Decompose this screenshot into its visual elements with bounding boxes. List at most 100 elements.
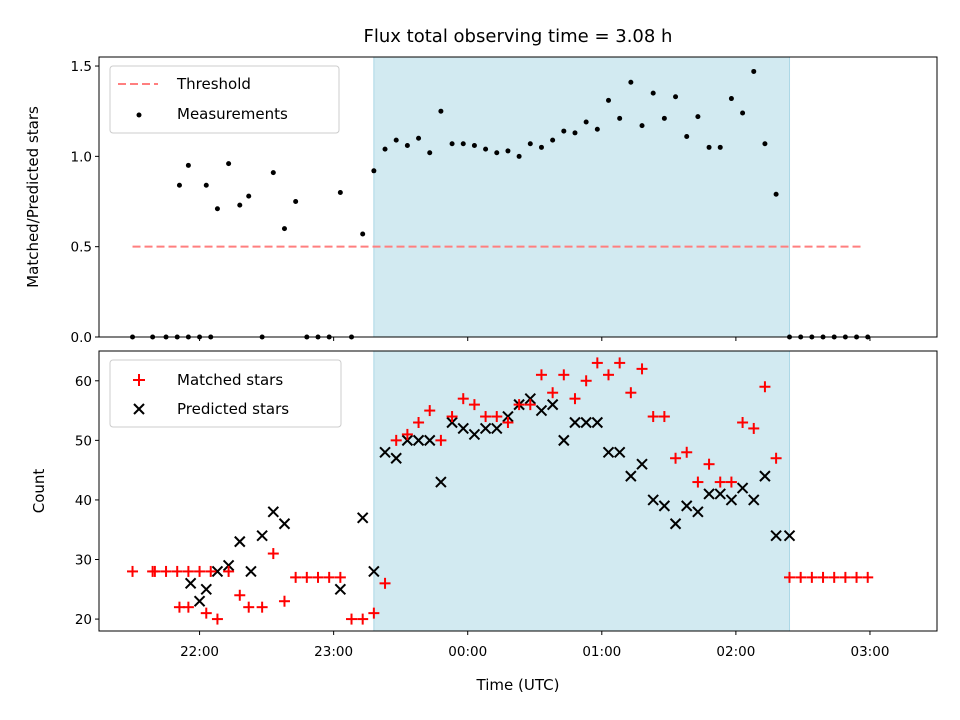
predicted-star-point xyxy=(681,500,693,512)
predicted-star-point xyxy=(535,404,548,417)
x-tick-label: 03:00 xyxy=(851,644,890,660)
matched-star-point xyxy=(243,601,255,613)
measurement-point xyxy=(717,144,723,150)
y-tick-label: 1.5 xyxy=(71,59,92,75)
y-tick-label: 0.5 xyxy=(71,240,92,256)
measurement-point xyxy=(527,141,533,147)
predicted-star-point xyxy=(625,470,637,482)
y-tick-label: 40 xyxy=(75,493,92,509)
predicted-star-point xyxy=(424,434,436,447)
measurement-point xyxy=(360,231,366,237)
predicted-star-point xyxy=(613,446,626,458)
matched-star-point xyxy=(591,357,603,369)
matched-star-point xyxy=(862,571,874,583)
matched-star-point xyxy=(580,375,592,387)
measurement-point xyxy=(550,137,556,143)
top-panel: 0.0 0.5 1.0 1.5 Flux total observing time =… xyxy=(24,26,938,346)
matched-star-point xyxy=(401,428,413,440)
top-legend: Threshold Measurements xyxy=(109,65,340,134)
matched-star-point xyxy=(435,434,447,446)
measurement-point xyxy=(762,141,768,147)
matched-stars-points xyxy=(127,357,874,625)
legend-measurements-label: Measurements xyxy=(177,105,288,123)
predicted-star-point xyxy=(435,476,447,488)
predicted-star-point xyxy=(491,422,503,435)
measurement-point xyxy=(246,193,252,199)
measurement-point xyxy=(639,123,645,129)
predicted-star-point xyxy=(502,410,514,423)
predicted-star-point xyxy=(591,416,604,429)
matched-star-point xyxy=(714,476,726,488)
matched-star-point xyxy=(182,565,194,577)
predicted-star-point xyxy=(234,535,246,548)
measurement-point xyxy=(427,150,433,156)
predicted-star-point xyxy=(401,434,414,447)
predicted-star-point xyxy=(558,434,570,447)
measurement-point xyxy=(293,199,299,205)
predicted-star-point xyxy=(468,428,481,441)
predicted-star-point xyxy=(200,583,212,596)
measurement-point xyxy=(438,108,444,114)
y-tick-label: 30 xyxy=(75,553,92,569)
legend-measurements-swatch xyxy=(136,112,142,118)
predicted-star-point xyxy=(692,506,704,518)
measurement-point xyxy=(471,143,477,149)
matched-star-point xyxy=(468,399,480,411)
top-axes-frame xyxy=(98,56,938,338)
matched-star-point xyxy=(205,565,217,577)
predicted-star-point xyxy=(245,565,257,578)
matched-star-point xyxy=(446,411,458,423)
matched-star-point xyxy=(692,476,704,488)
matched-star-point xyxy=(795,571,807,583)
predicted-star-point xyxy=(193,595,206,607)
measurement-point xyxy=(337,189,343,195)
measurement-point xyxy=(695,114,701,120)
predicted-star-point xyxy=(479,422,492,435)
measurement-point xyxy=(494,150,500,156)
y-tick-label: 60 xyxy=(75,374,92,390)
matched-star-point xyxy=(569,393,581,405)
predicted-star-point xyxy=(647,494,659,506)
predicted-star-point xyxy=(636,458,648,470)
y-tick-label: 20 xyxy=(75,612,92,628)
matched-star-point xyxy=(658,411,670,423)
matched-star-point xyxy=(603,369,615,381)
predicted-star-point xyxy=(446,416,458,429)
measurement-point xyxy=(606,97,612,103)
matched-star-point xyxy=(784,571,796,583)
predicted-star-point xyxy=(658,500,671,512)
measurement-point xyxy=(650,90,656,96)
x-tick-label: 23:00 xyxy=(314,644,353,660)
measurement-point xyxy=(214,206,220,212)
chart-title: Flux total observing time = 3.08 h xyxy=(364,26,673,47)
predicted-star-point xyxy=(267,506,280,518)
measurement-point xyxy=(728,96,734,102)
matched-star-point xyxy=(171,565,183,577)
matched-star-point xyxy=(424,405,436,417)
matched-star-point xyxy=(681,446,693,458)
bottom-panel: 20 30 40 50 60 22:00 23:00 00:00 01:00 02:00 03:0… xyxy=(30,350,938,694)
matched-star-point xyxy=(703,458,715,470)
matched-star-point xyxy=(647,411,659,423)
matched-star-point xyxy=(290,571,302,583)
matched-star-point xyxy=(334,571,346,583)
legend-matched-swatch xyxy=(133,374,145,386)
measurement-point xyxy=(416,135,422,141)
measurement-point xyxy=(706,144,712,150)
bottom-axes-frame xyxy=(98,350,938,632)
predicted-star-point xyxy=(412,434,425,447)
predicted-stars-points xyxy=(184,392,796,607)
matched-star-point xyxy=(806,571,818,583)
matched-star-point xyxy=(413,416,425,428)
matched-star-point xyxy=(127,565,139,577)
bottom-shaded-span xyxy=(373,350,791,632)
matched-star-point xyxy=(390,434,402,446)
measurement-point xyxy=(270,170,276,176)
matched-star-point xyxy=(851,571,863,583)
bottom-y-axis-label: Count xyxy=(30,469,48,514)
matched-star-point xyxy=(670,452,682,464)
legend-predicted-swatch xyxy=(133,403,145,415)
measurement-point xyxy=(773,191,779,197)
matched-star-point xyxy=(267,548,279,560)
